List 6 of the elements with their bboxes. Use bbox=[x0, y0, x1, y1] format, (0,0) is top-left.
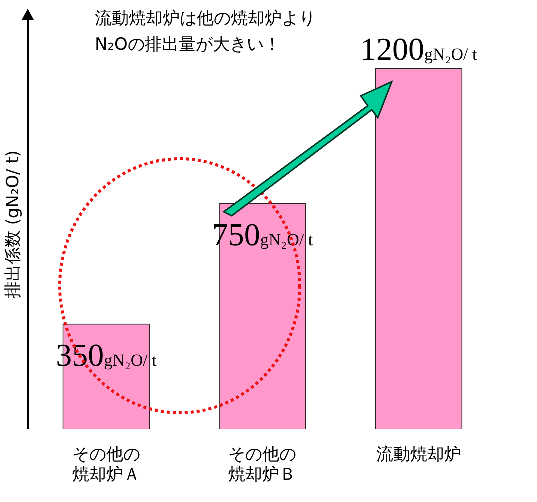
data-label: 1200gN₂O/ t bbox=[360, 31, 478, 68]
x-tick-label: その他の焼却炉Ａ bbox=[72, 444, 140, 486]
x-tick-label: 流動焼却炉 bbox=[376, 444, 462, 465]
y-axis-title: 排出係数 (gN₂O/ t) bbox=[4, 150, 24, 299]
x-tick-label: その他の焼却炉Ｂ bbox=[228, 444, 297, 486]
annotation: 流動焼却炉は他の焼却炉よりN₂Oの排出量が大きい！ bbox=[95, 8, 317, 57]
